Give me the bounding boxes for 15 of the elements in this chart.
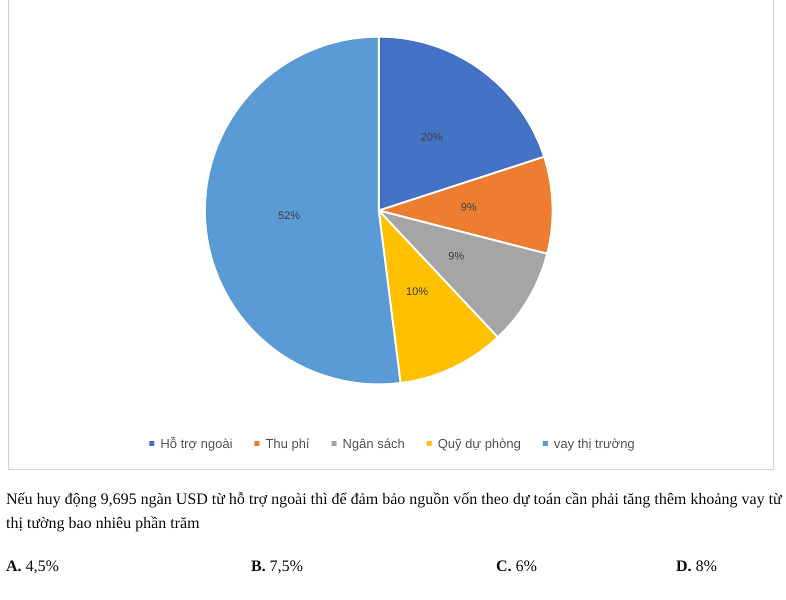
data-label: 52% xyxy=(278,210,300,222)
text: A. 4,5% xyxy=(6,558,59,576)
text: C. 6% xyxy=(496,558,537,576)
text: B. 7,5% xyxy=(251,558,303,576)
data-label: 10% xyxy=(406,286,428,298)
text: D. 8% xyxy=(676,558,717,576)
legend-label: Thu phí xyxy=(265,436,310,451)
legend-label: vay thị trường xyxy=(554,436,635,451)
legend-label: Ngân sách xyxy=(342,436,405,451)
legend-label: Quỹ dự phòng xyxy=(438,436,521,451)
data-label: 20% xyxy=(420,132,443,144)
text: Nếu huy động 9,695 ngàn USD từ hỗ trợ ngoài thì để đảm bảo nguồn vốn theo dự toán cần phải tăng thêm khoảng vay từ thị tường bao nhiêu phần trăm xyxy=(6,490,782,534)
data-label: 9% xyxy=(448,250,464,262)
legend-label: Hỗ trợ ngoài xyxy=(160,436,233,451)
data-label: 9% xyxy=(460,202,477,214)
